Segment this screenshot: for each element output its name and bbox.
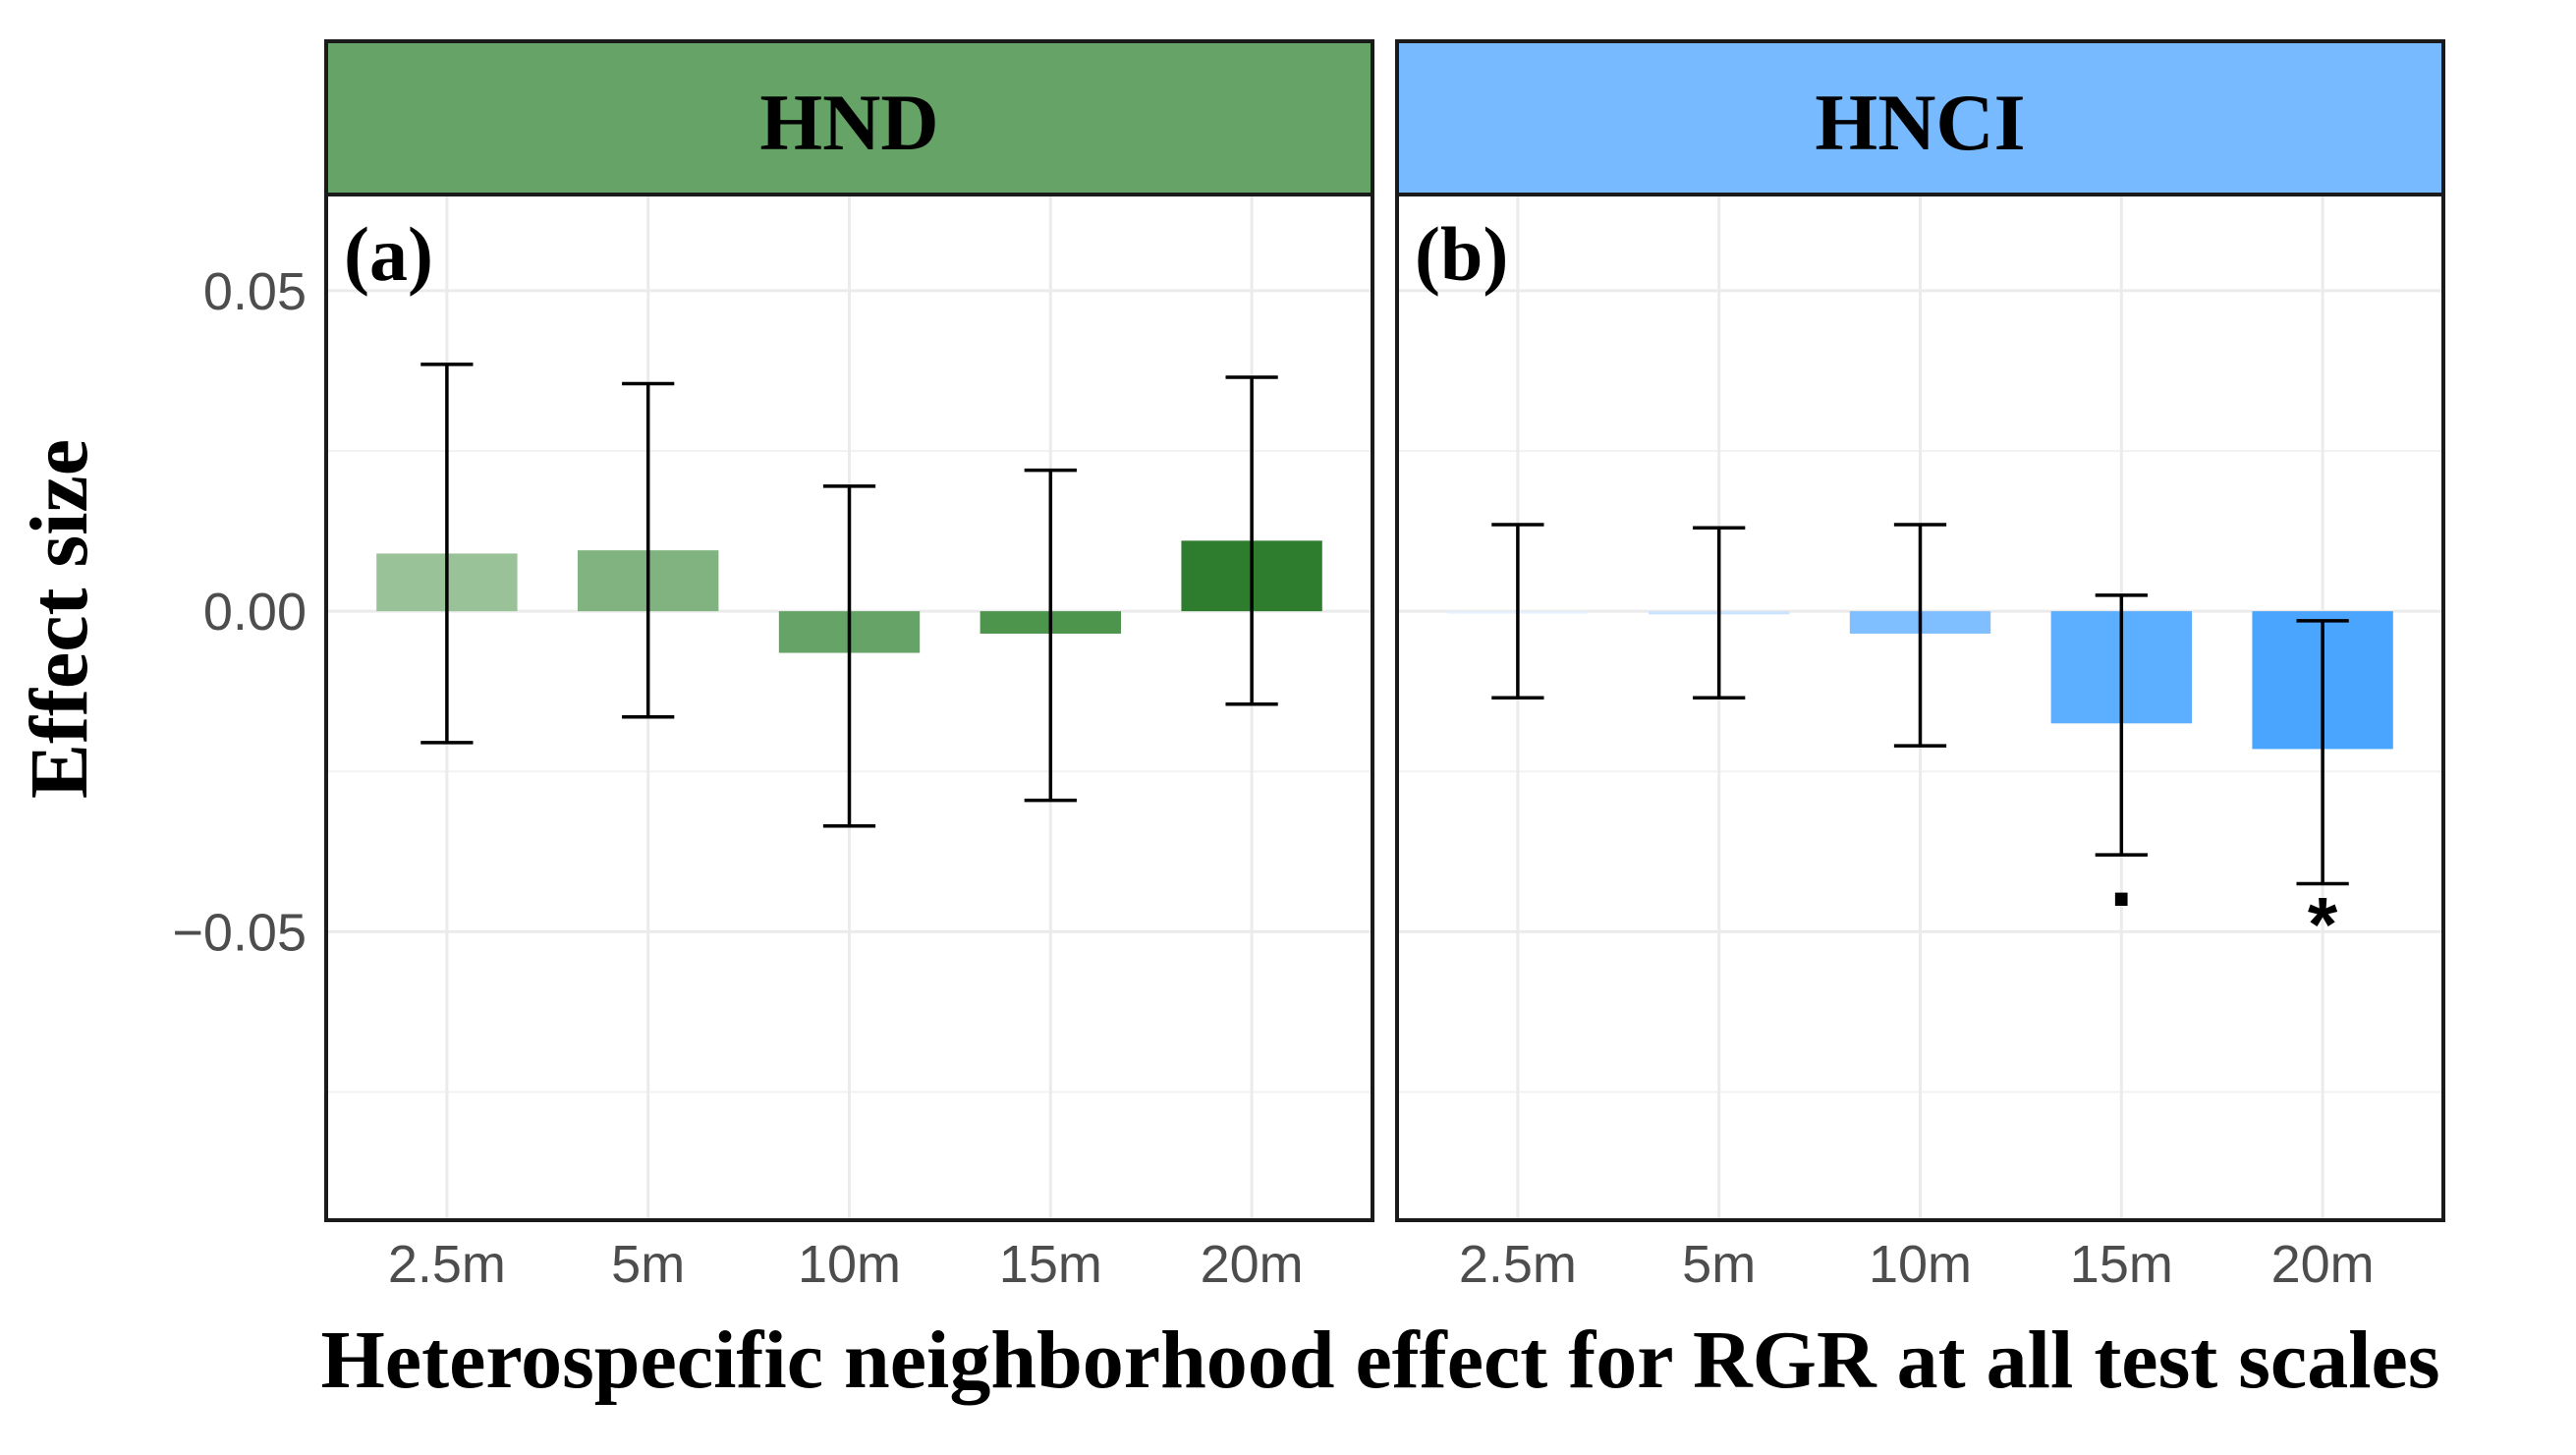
x-tick-label: 5m xyxy=(1682,1235,1756,1294)
x-tick-label: 10m xyxy=(798,1235,901,1294)
y-tick-label: −0.05 xyxy=(172,903,307,962)
x-tick-label: 15m xyxy=(999,1235,1102,1294)
significance-marker: . xyxy=(2109,827,2134,925)
y-tick-label: 0.05 xyxy=(203,262,307,321)
panels-group: HND (a) 2.5m 5m 10m 15m 20m HNCI (b). * 2.5m 5m 10m 1… xyxy=(324,39,2445,1294)
x-tick-label: 2.5m xyxy=(388,1235,506,1294)
x-tick-label: 20m xyxy=(1201,1235,1304,1294)
panel-tag: (b) xyxy=(1415,211,1508,297)
y-tick-labels: −0.05 0.00 0.05 xyxy=(172,262,307,963)
facet-strip-label: HNCI xyxy=(1815,78,2025,167)
significance-marker: * xyxy=(2308,880,2338,967)
x-axis-title: Heterospecific neighborhood effect for R… xyxy=(320,1315,2439,1406)
x-tick-label: 2.5m xyxy=(1459,1235,1577,1294)
x-tick-label: 10m xyxy=(1869,1235,1972,1294)
panel-tag: (a) xyxy=(344,211,433,297)
facet-strip-label: HND xyxy=(759,78,938,167)
facet-strip xyxy=(324,39,1374,196)
panel-hnci: HNCI (b). * 2.5m 5m 10m 15m 20m xyxy=(1395,39,2445,1294)
y-tick-label: 0.00 xyxy=(203,583,307,642)
y-axis-title: Effect size xyxy=(14,439,105,799)
panel-hnd: HND (a) 2.5m 5m 10m 15m 20m xyxy=(324,39,1374,1294)
x-tick-label: 5m xyxy=(611,1235,685,1294)
facet-strip xyxy=(1395,39,2445,196)
panel-border xyxy=(1395,193,2445,1222)
x-tick-label: 15m xyxy=(2070,1235,2173,1294)
panel-border xyxy=(324,193,1374,1222)
x-tick-label: 20m xyxy=(2271,1235,2375,1294)
